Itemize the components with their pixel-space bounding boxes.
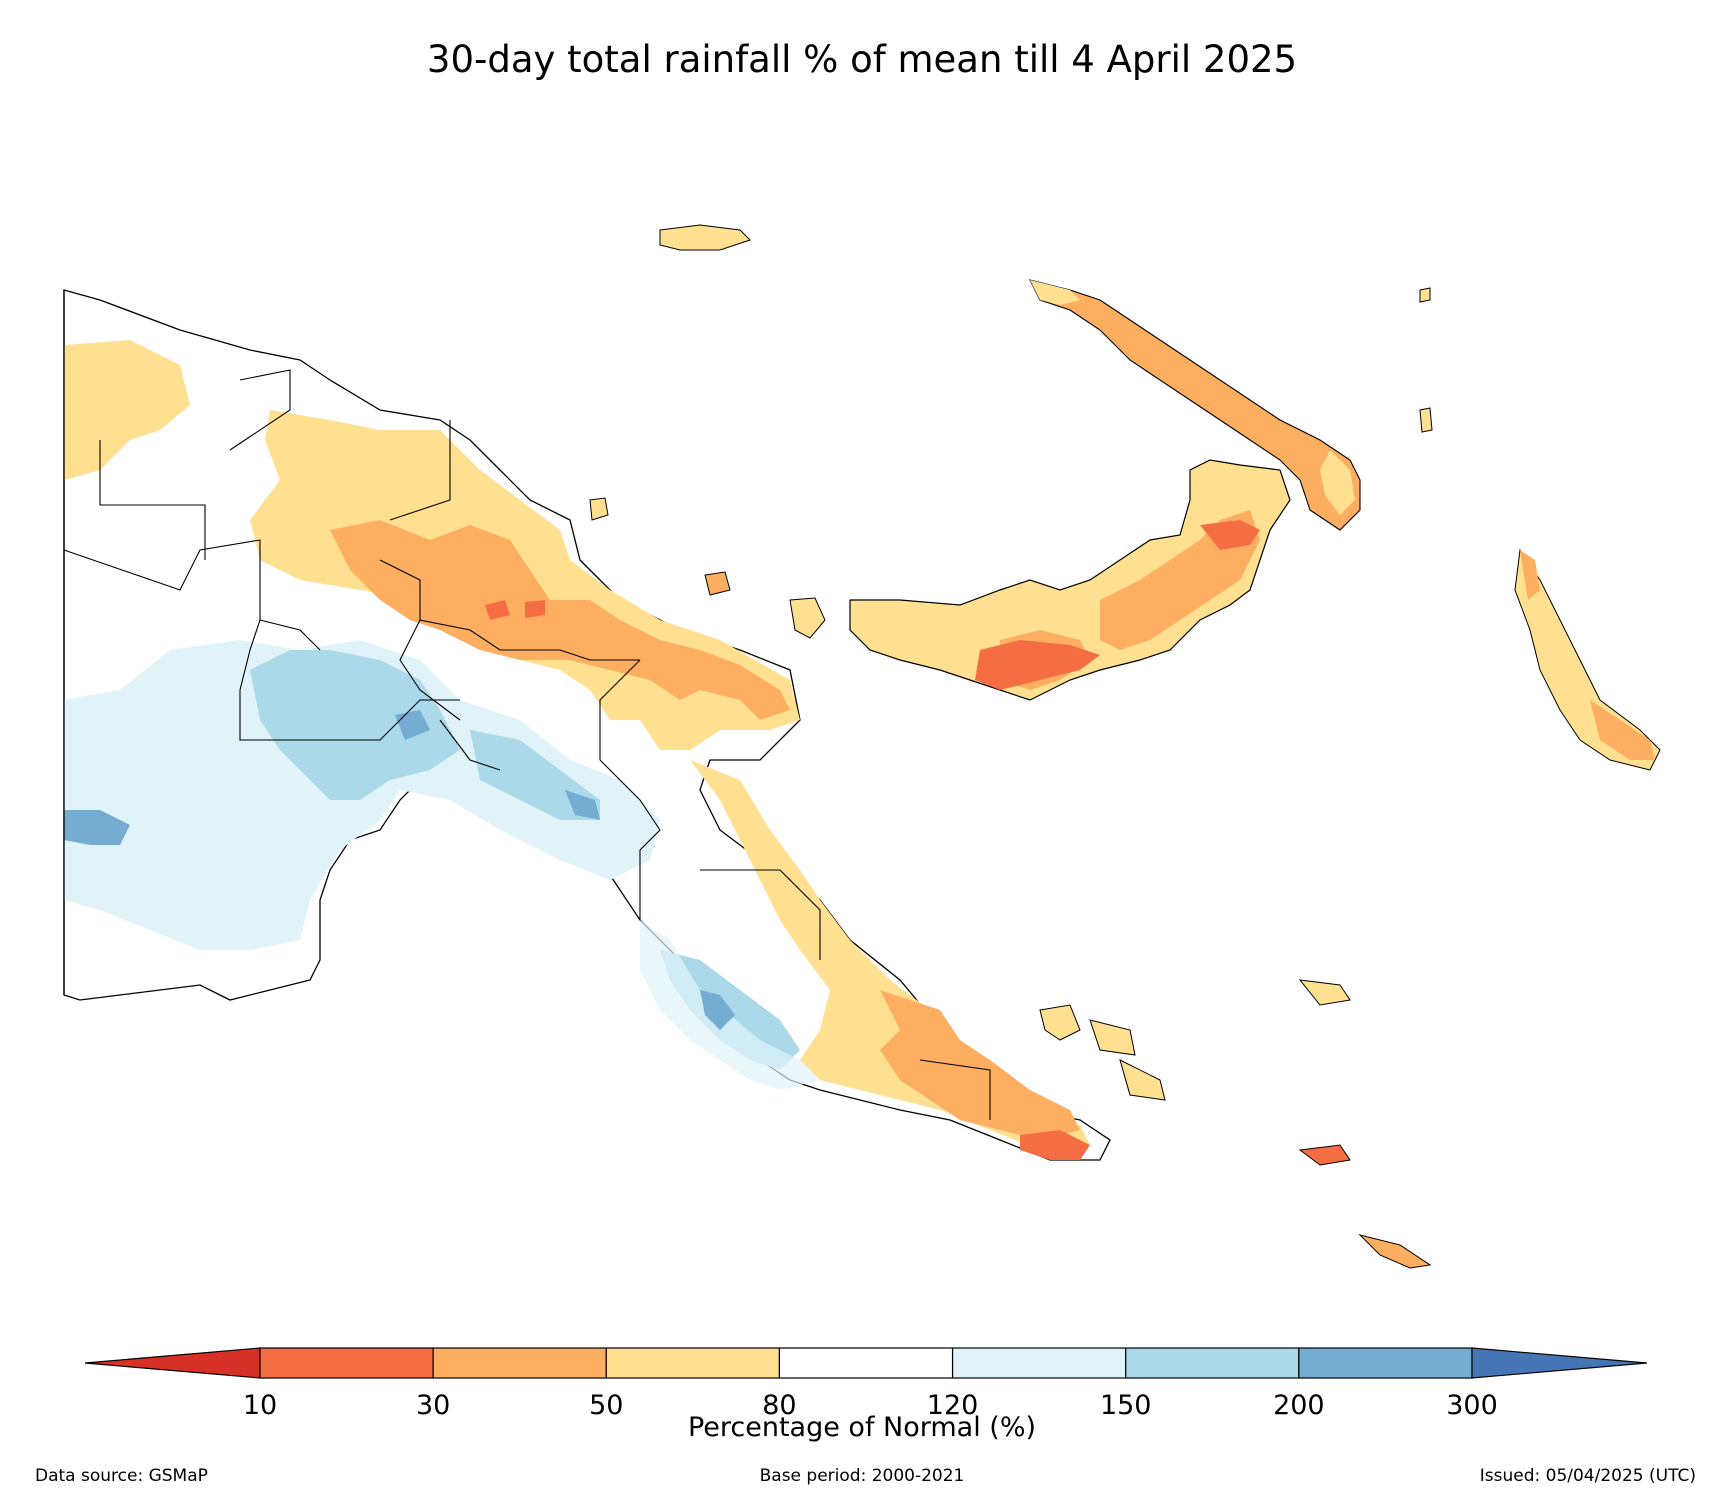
bougainville-south xyxy=(1590,700,1655,760)
issued-date-label: Issued: 05/04/2025 (UTC) xyxy=(1479,1466,1696,1486)
colorbar-bin xyxy=(951,1347,1127,1379)
base-period-label: Base period: 2000-2021 xyxy=(759,1466,965,1486)
data-source-label: Data source: GSMaP xyxy=(35,1466,208,1486)
zone-10-30-highlands xyxy=(485,600,545,620)
tabar-lihir-islands xyxy=(1419,287,1433,433)
zone-200-300-fly xyxy=(64,710,600,845)
colorbar-bin xyxy=(778,1347,954,1379)
colorbar-tick-label: 300 xyxy=(1446,1390,1498,1421)
colorbar-tick-label: 200 xyxy=(1273,1390,1325,1421)
zone-50-80-new-ireland xyxy=(1030,280,1355,515)
colorbar-bin xyxy=(1125,1347,1300,1379)
new-ireland-outline xyxy=(1028,279,1361,531)
woodlark-island xyxy=(1298,1144,1351,1166)
trobriand-islands xyxy=(1298,979,1351,1006)
long-island xyxy=(704,571,731,596)
umboi-island xyxy=(789,597,826,639)
colorbar-bin xyxy=(432,1347,607,1379)
map-title: 30-day total rainfall % of mean till 4 A… xyxy=(426,38,1298,81)
colorbar-bin xyxy=(259,1347,434,1379)
colorbar-tick-label: 80 xyxy=(762,1390,796,1421)
colorbar-title: Percentage of Normal (%) xyxy=(687,1412,1037,1443)
dentrecasteaux-islands xyxy=(1039,1004,1166,1101)
png-mainland xyxy=(63,289,1111,1161)
zone-50-80-peninsula xyxy=(690,760,1090,1150)
karkar-island xyxy=(589,497,609,521)
province-borders xyxy=(63,369,991,1120)
colorbar-tick-label: 30 xyxy=(416,1390,450,1421)
colorbar-tick-label: 150 xyxy=(1100,1390,1152,1421)
new-ireland xyxy=(1028,279,1361,531)
rossel-island xyxy=(1358,1234,1432,1269)
colorbar-tick-label: 120 xyxy=(927,1390,979,1421)
zone-120-150-gulf xyxy=(640,920,820,1090)
zone-10-30-milne-bay xyxy=(1020,1130,1090,1160)
bougainville xyxy=(1514,548,1661,771)
zone-50-80-north xyxy=(64,340,190,480)
new-britain xyxy=(849,459,1291,701)
zone-10-30-new-britain xyxy=(975,520,1260,690)
new-britain-outline xyxy=(849,459,1291,701)
colorbar-bin-high xyxy=(1471,1347,1648,1379)
zone-150-200-fly xyxy=(250,650,600,820)
colorbar-bin xyxy=(1298,1347,1473,1379)
colorbar-bin xyxy=(605,1347,781,1379)
islands xyxy=(589,224,1661,1269)
zone-30-50-highlands xyxy=(330,520,790,720)
zone-200-300-gulf xyxy=(700,990,735,1030)
colorbar-tick-label: 50 xyxy=(589,1390,623,1421)
colorbar-tick-label: 10 xyxy=(243,1390,277,1421)
bougainville-north xyxy=(1520,550,1540,600)
manus-island xyxy=(659,224,751,251)
zone-30-50-peninsula xyxy=(880,990,1080,1140)
colorbar-bin-low xyxy=(84,1347,261,1379)
